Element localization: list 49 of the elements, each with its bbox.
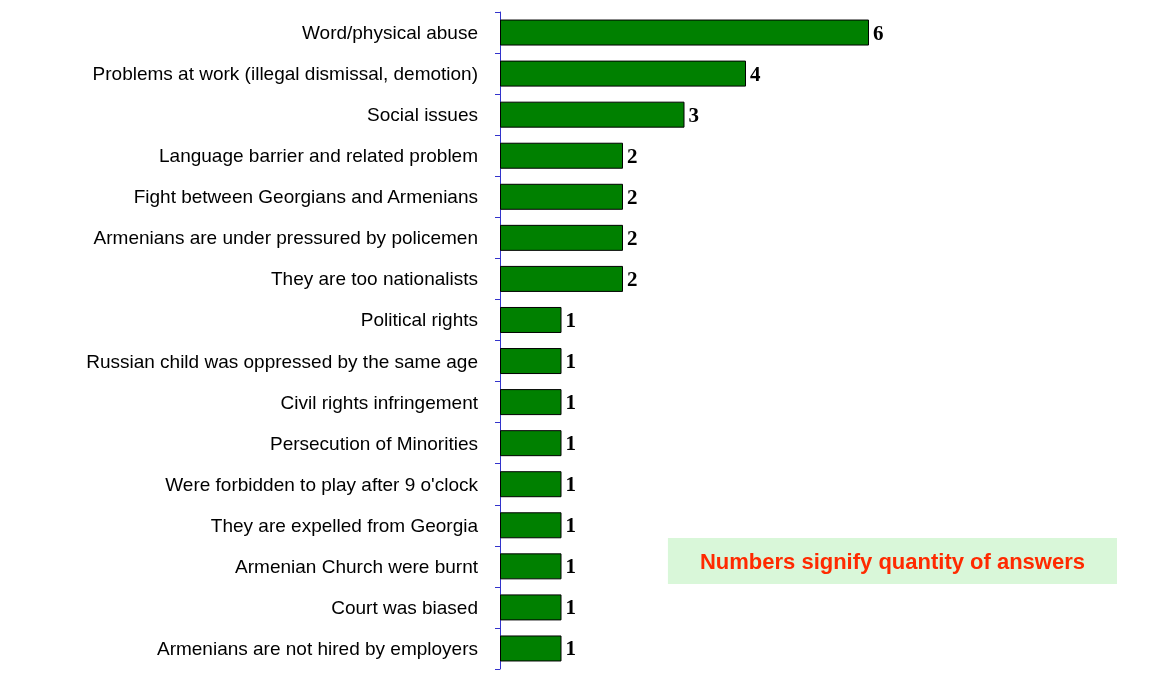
y-tick-label: Political rights (360, 309, 478, 331)
data-label: 1 (565, 513, 576, 538)
data-label: 1 (565, 554, 576, 579)
y-tick-label: Court was biased (331, 596, 478, 618)
bar (500, 512, 562, 539)
data-label: 1 (565, 349, 576, 374)
bar (500, 471, 562, 498)
annotation: Numbers signify quantity of answers (699, 548, 1085, 574)
bar (500, 430, 562, 457)
y-tick-label: Persecution of Minorities (269, 432, 478, 454)
y-tick-label: Were forbidden to play after 9 o'clock (165, 473, 479, 495)
bar (500, 553, 562, 580)
data-label: 2 (627, 266, 638, 291)
data-label: 3 (688, 102, 699, 127)
data-label: 1 (565, 431, 576, 456)
bar (500, 101, 685, 128)
bar (500, 142, 623, 169)
y-tick-label: Language barrier and related problem (159, 145, 478, 167)
data-label: 6 (873, 20, 884, 45)
data-label: 1 (565, 390, 576, 415)
y-tick-label: Problems at work (illegal dismissal, demotion) (92, 63, 478, 85)
y-tick-label: Civil rights infringement (280, 391, 479, 413)
y-tick-label: Social issues (367, 104, 478, 126)
y-tick-label: Armenian Church were burnt (235, 555, 479, 577)
y-tick-label: They are too nationalists (270, 268, 478, 290)
data-label: 2 (627, 225, 638, 250)
data-label: 4 (750, 61, 761, 86)
bar (500, 265, 623, 292)
bar (500, 635, 562, 662)
y-tick-label: Armenians are under pressured by policemen (93, 227, 478, 249)
data-label: 1 (565, 595, 576, 620)
y-tick-label: They are expelled from Georgia (210, 514, 479, 536)
bar (500, 183, 623, 210)
bar (500, 19, 869, 46)
bar (500, 306, 562, 333)
data-label: 1 (565, 636, 576, 661)
y-tick-label: Word/physical abuse (301, 22, 478, 44)
y-tick-label: Russian child was oppressed by the same age (86, 350, 478, 372)
data-label: 2 (627, 184, 638, 209)
bar (500, 60, 746, 87)
bar (500, 224, 623, 251)
y-tick-label: Fight between Georgians and Armenians (133, 186, 478, 208)
bar (500, 348, 562, 375)
bar (500, 389, 562, 416)
y-tick-label: Armenians are not hired by employers (156, 637, 478, 659)
data-label: 1 (565, 472, 576, 497)
bar (500, 594, 562, 621)
data-label: 2 (627, 143, 638, 168)
data-label: 1 (565, 307, 576, 332)
